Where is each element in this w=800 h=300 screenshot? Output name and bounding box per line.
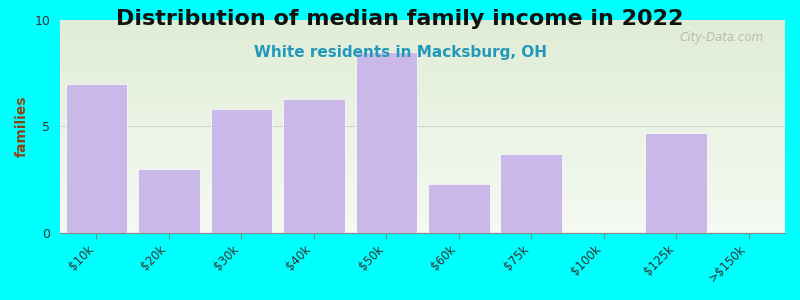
Bar [210, 109, 272, 232]
Text: City-Data.com: City-Data.com [679, 31, 763, 44]
Bar [355, 52, 417, 233]
Text: Distribution of median family income in 2022: Distribution of median family income in … [116, 9, 684, 29]
Bar [501, 154, 562, 232]
Bar [66, 84, 127, 232]
Bar [646, 133, 707, 232]
Bar [428, 184, 490, 232]
Bar [283, 99, 345, 232]
Bar [138, 169, 200, 232]
Y-axis label: families: families [15, 95, 29, 157]
Text: White residents in Macksburg, OH: White residents in Macksburg, OH [254, 45, 546, 60]
